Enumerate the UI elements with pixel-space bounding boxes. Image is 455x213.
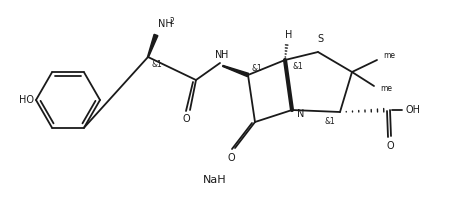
Text: NH: NH: [157, 19, 172, 29]
Text: S: S: [316, 34, 322, 44]
Text: &1: &1: [293, 62, 303, 71]
Text: NaH: NaH: [203, 175, 226, 185]
Text: H: H: [285, 30, 292, 40]
Text: me: me: [379, 85, 391, 94]
Text: H: H: [221, 50, 228, 60]
Text: 2: 2: [170, 16, 174, 26]
Text: N: N: [215, 50, 222, 60]
Text: &1: &1: [252, 64, 262, 73]
Text: me: me: [382, 52, 394, 60]
Text: O: O: [182, 114, 189, 124]
Text: &1: &1: [324, 117, 334, 126]
Text: &1: &1: [152, 60, 162, 69]
Text: N: N: [296, 109, 303, 119]
Text: O: O: [385, 141, 393, 151]
Text: HO: HO: [19, 95, 34, 105]
Text: OH: OH: [405, 105, 420, 115]
Polygon shape: [147, 34, 157, 57]
Text: O: O: [227, 153, 234, 163]
Polygon shape: [222, 66, 248, 77]
